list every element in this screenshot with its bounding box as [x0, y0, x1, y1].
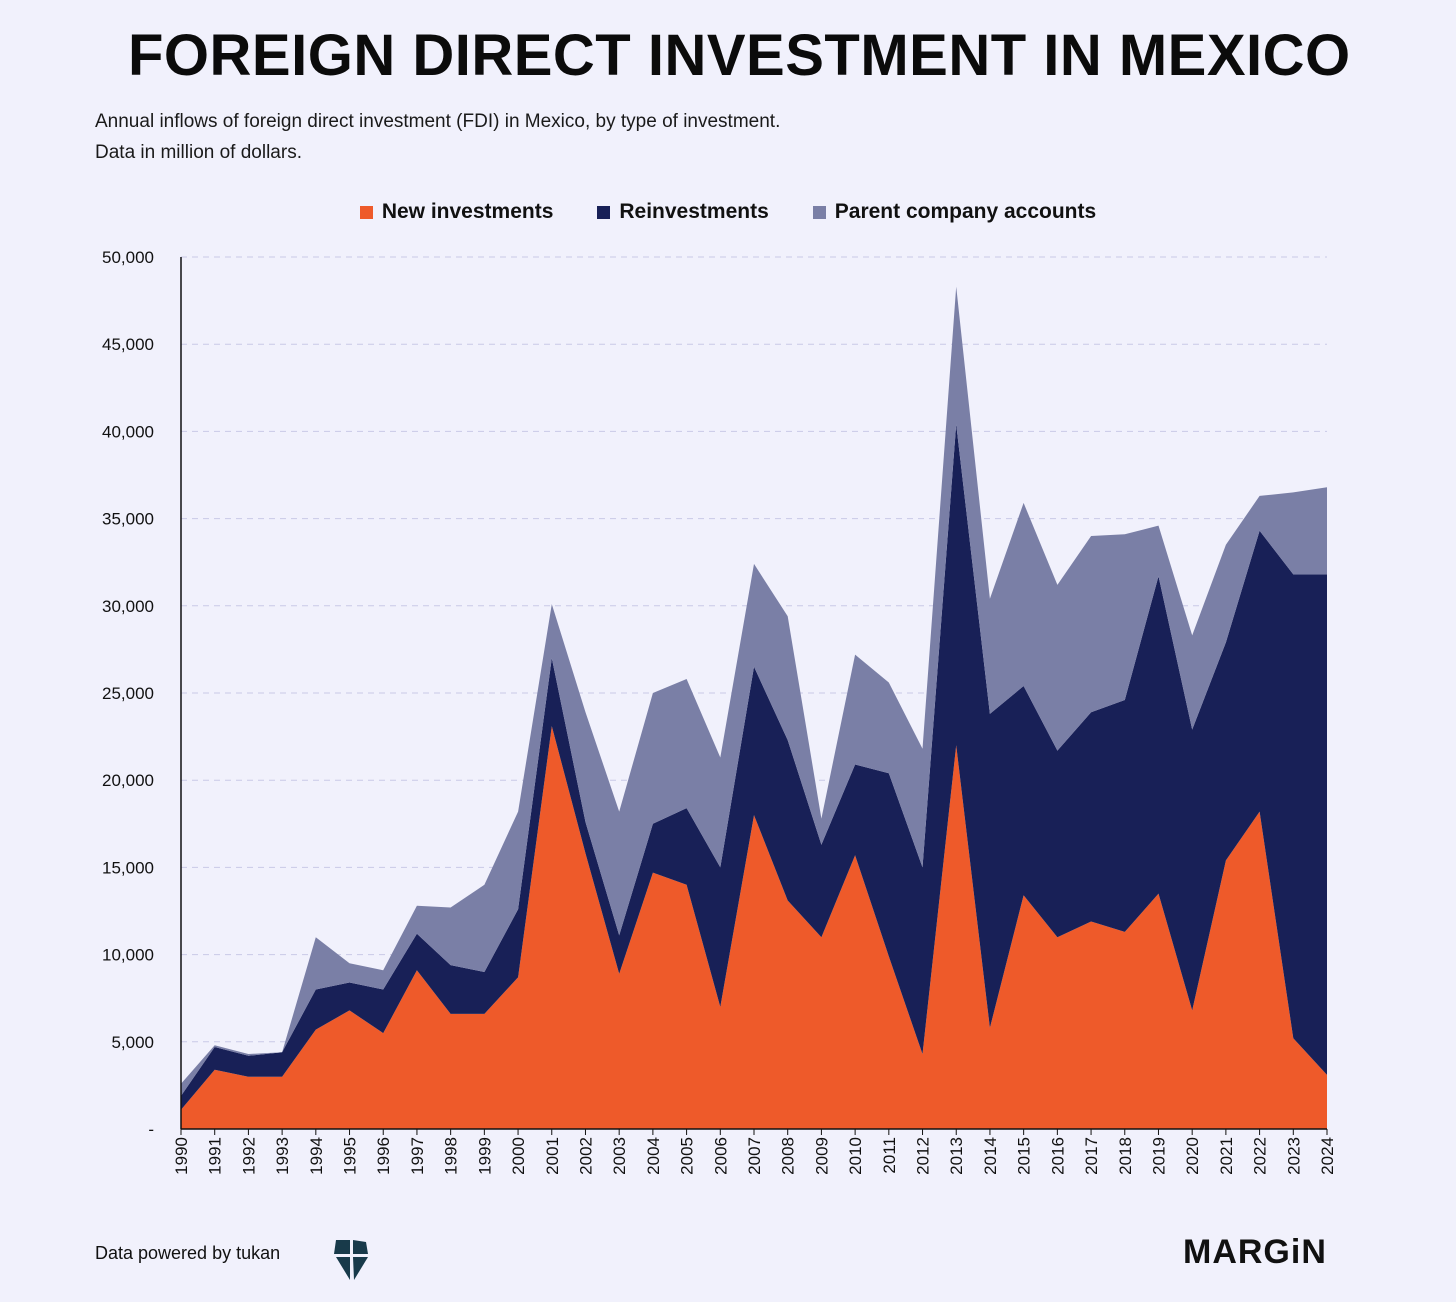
y-tick-label: 20,000 [102, 771, 154, 790]
y-tick-label: 10,000 [102, 946, 154, 965]
x-tick-label: 2023 [1284, 1137, 1303, 1175]
x-tick-label: 1993 [273, 1137, 292, 1175]
y-tick-label: 45,000 [102, 335, 154, 354]
subtitle-line-1: Annual inflows of foreign direct investm… [95, 111, 781, 132]
source-note: Data powered by tukan [95, 1243, 281, 1263]
x-tick-label: 2018 [1116, 1137, 1135, 1175]
y-tick-label: 15,000 [102, 858, 154, 877]
legend-item-reinvestments: Reinvestments [597, 200, 769, 224]
x-tick-label: 1994 [307, 1137, 326, 1175]
x-tick-label: 2011 [880, 1137, 899, 1174]
legend-swatch-new-investments [359, 205, 373, 219]
x-tick-label: 2009 [812, 1137, 831, 1175]
y-tick-label: 40,000 [102, 422, 154, 441]
y-tick-label: 50,000 [102, 248, 154, 267]
legend-item-new-investments: New investments [359, 200, 554, 224]
x-tick-label: 2000 [509, 1137, 528, 1175]
x-tick-label: 1999 [475, 1137, 494, 1175]
y-tick-label: - [148, 1120, 154, 1139]
x-tick-label: 2002 [577, 1137, 596, 1175]
x-tick-label: 2006 [711, 1137, 730, 1175]
x-tick-label: 2014 [981, 1137, 1000, 1175]
x-tick-label: 1990 [172, 1137, 191, 1175]
x-tick-label: 2015 [1015, 1137, 1034, 1175]
area-new-investments [181, 726, 1327, 1129]
x-tick-label: 2020 [1183, 1137, 1202, 1175]
chart-legend: New investments Reinvestments Parent com… [0, 200, 1456, 224]
x-tick-label: 2022 [1251, 1137, 1270, 1175]
margin-logo: MARGiN [1183, 1233, 1327, 1271]
x-tick-label: 2021 [1217, 1137, 1236, 1175]
x-tick-label: 2019 [1150, 1137, 1169, 1175]
legend-swatch-parent-company-accounts [812, 205, 826, 219]
x-tick-label: 2016 [1048, 1137, 1067, 1175]
tukan-logo-icon [334, 1240, 368, 1280]
legend-item-parent-company-accounts: Parent company accounts [812, 200, 1097, 224]
x-tick-label: 1992 [239, 1137, 258, 1175]
x-tick-label: 2004 [644, 1137, 663, 1175]
x-tick-label: 1995 [341, 1137, 360, 1175]
x-tick-label: 2013 [947, 1137, 966, 1175]
y-tick-label: 5,000 [111, 1033, 154, 1052]
x-tick-label: 1998 [442, 1137, 461, 1175]
x-tick-label: 2008 [779, 1137, 798, 1175]
chart-subtitle: Annual inflows of foreign direct investm… [95, 106, 780, 168]
x-tick-label: 2010 [846, 1137, 865, 1175]
x-tick-label: 2024 [1318, 1137, 1337, 1175]
subtitle-line-2: Data in million of dollars. [95, 142, 302, 163]
y-tick-label: 30,000 [102, 597, 154, 616]
x-tick-label: 1991 [206, 1137, 225, 1175]
y-tick-label: 25,000 [102, 684, 154, 703]
legend-label-reinvestments: Reinvestments [619, 200, 769, 223]
x-tick-label: 1996 [374, 1137, 393, 1175]
fdi-area-chart: - 5,000 10,000 15,000 20,000 25,000 30,000 35,0… [102, 248, 1337, 1175]
area-parent-company-accounts [181, 286, 1327, 1096]
x-tick-label: 2003 [610, 1137, 629, 1175]
chart-title: FOREIGN DIRECT INVESTMENT IN MEXICO [128, 23, 1351, 88]
x-tick-label: 2012 [914, 1137, 933, 1175]
area-reinvestments [181, 424, 1327, 1110]
legend-swatch-reinvestments [597, 205, 611, 219]
x-tick-label: 2005 [678, 1137, 697, 1175]
x-tick-label: 2007 [745, 1137, 764, 1175]
y-tick-label: 35,000 [102, 510, 154, 529]
x-tick-label: 1997 [408, 1137, 427, 1175]
x-tick-label: 2001 [543, 1137, 562, 1175]
x-tick-label: 2017 [1082, 1137, 1101, 1175]
legend-label-new-investments: New investments [381, 200, 554, 223]
legend-label-parent-company-accounts: Parent company accounts [834, 200, 1097, 223]
